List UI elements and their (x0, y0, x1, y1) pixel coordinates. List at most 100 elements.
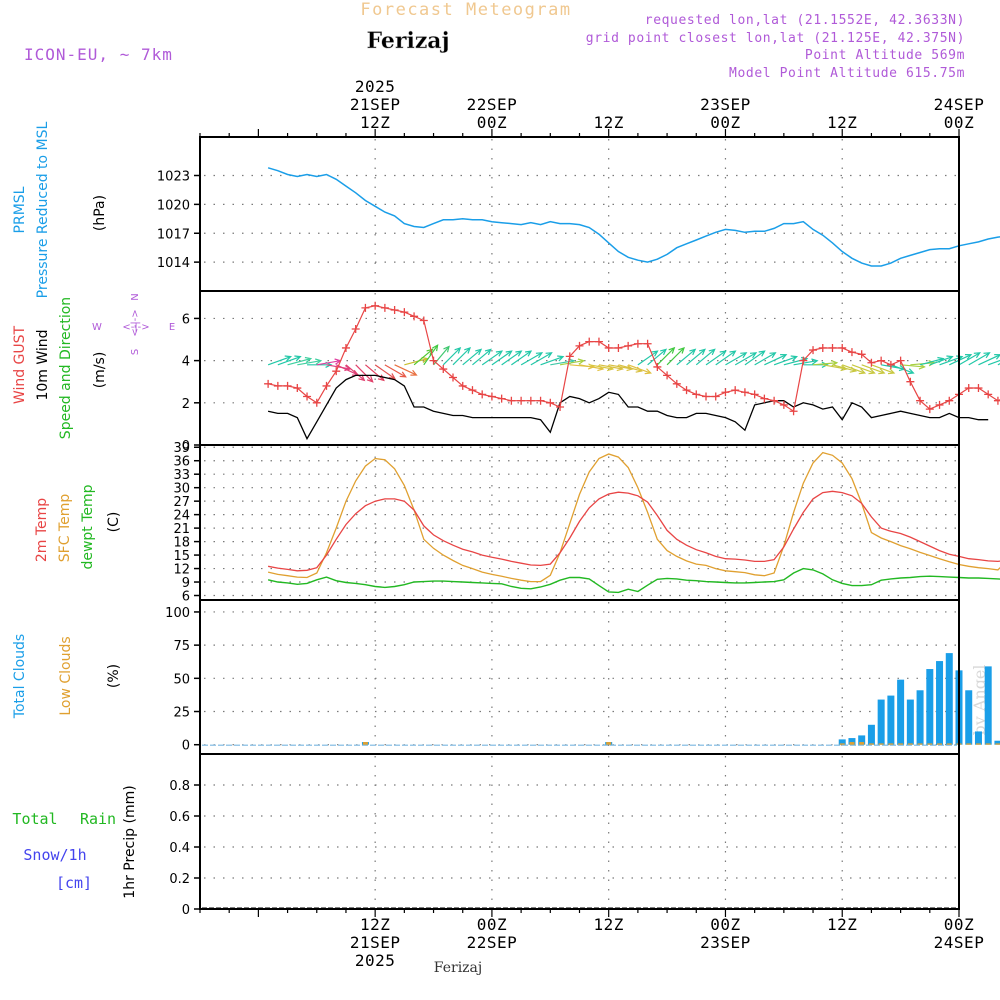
top-time-label: 2025 (355, 77, 396, 96)
total-clouds-bar (974, 731, 982, 745)
low-clouds-bar (878, 743, 884, 745)
pressure-label-msl: Pressure Reduced to MSL (35, 121, 51, 298)
wind-arrow-shaft (647, 348, 667, 366)
clouds-ytick-label: 100 (165, 606, 190, 621)
wind-arrow-shaft (355, 364, 374, 383)
top-time-label: 00Z (944, 113, 974, 132)
temp-ytick-label: 39 (173, 441, 190, 456)
wind-gust-marker (371, 301, 380, 310)
temp-sfc-label: SFC Temp (57, 494, 73, 563)
wind-arrow-shaft (676, 348, 696, 366)
bottom-time-label: 00Z (944, 915, 974, 934)
wind-arrow-shaft (754, 352, 776, 366)
wind-gust-marker (361, 303, 370, 312)
wind-arrow-shaft (365, 364, 385, 381)
wind-gust-marker (925, 405, 934, 414)
wind-arrow-shaft (842, 364, 865, 374)
wind-direction-arrow (725, 352, 748, 366)
wind-arrow-head (495, 350, 504, 357)
wind-gust-marker (857, 350, 866, 359)
wind-gust-marker (672, 379, 681, 388)
low-clouds-bar (888, 743, 894, 745)
low-clouds-bar (898, 743, 904, 745)
wind-arrow-head (769, 352, 777, 359)
wind-gust-marker (935, 400, 944, 409)
wind-arrow-head (399, 371, 407, 378)
wind-gust-marker (536, 396, 545, 405)
wind-arrow-shaft (812, 362, 837, 366)
top-time-label: 23SEP (700, 95, 751, 114)
wind-arrow-head (887, 368, 896, 375)
temp-ytick-label: 24 (173, 509, 190, 524)
wind-arrow-shaft (511, 350, 532, 366)
wind-gust-marker (692, 390, 701, 399)
wind-direction-arrow (559, 358, 586, 366)
total-clouds-bar (936, 661, 944, 745)
wind-direction-arrow (433, 345, 450, 366)
bottom-time-label: 2025 (355, 951, 396, 970)
wind-arrow-shaft (861, 364, 885, 374)
wind-arrow-shaft (978, 354, 1000, 366)
wind-gust-marker (468, 386, 477, 395)
wind-direction-arrow (297, 358, 323, 366)
wind-gust-marker (789, 407, 798, 416)
wind-arrow-shaft (725, 352, 747, 366)
wind-arrow-head (651, 350, 659, 357)
top-time-label: 21SEP (350, 95, 401, 114)
wind-gust-marker (390, 305, 399, 314)
wind-gust-marker (828, 343, 837, 352)
wind-arrow-shaft (374, 364, 396, 380)
wind-arrow-head (907, 368, 915, 375)
wind-arrow-head (964, 354, 973, 360)
wind-arrow-shaft (949, 354, 972, 366)
wind-ytick-label: 4 (182, 355, 190, 370)
wind-direction-arrow (744, 350, 766, 366)
wind-arrow-shaft (589, 364, 613, 370)
pressure-ytick-label: 1023 (157, 170, 190, 185)
wind-gust-marker (585, 337, 594, 346)
wind-direction-arrow (715, 350, 737, 366)
wind-direction-arrow (267, 355, 293, 366)
model-altitude: Model Point Altitude 615.75m (729, 66, 965, 81)
wind-speed-line (267, 374, 989, 441)
low-clouds-bar (859, 742, 865, 745)
wind-direction-arrow (627, 364, 653, 375)
wind-gust-marker (721, 388, 730, 397)
wind-arrow-head (946, 355, 954, 362)
wind-gust-marker (760, 394, 769, 403)
compass-horizontal-arrow: <-|-> (122, 322, 149, 333)
wind-speed-dir-label: Speed and Direction (58, 297, 74, 439)
wind-arrow-shaft (267, 356, 291, 366)
precip-total-label: Total (12, 810, 57, 828)
temp-unit-label: (C) (106, 512, 122, 533)
wind-direction-arrow (656, 346, 676, 366)
wind-arrow-head (475, 348, 483, 356)
bottom-time-label: 23SEP (700, 933, 751, 952)
wind-arrow-shaft (501, 350, 522, 366)
wind-arrow-shaft (734, 352, 757, 366)
pressure-ytick-label: 1020 (157, 198, 190, 213)
wind-direction-arrow (978, 354, 1000, 366)
wind-arrow-shaft (695, 348, 716, 366)
panel-frames (199, 129, 960, 917)
compass-vertical-arrow: <-|-> (130, 309, 141, 336)
total-clouds-bar (926, 669, 934, 745)
wind-arrow-head (749, 352, 758, 359)
wind-direction-arrow (287, 356, 313, 366)
wind-gust-marker (799, 356, 808, 365)
wind-gust-marker (322, 381, 331, 390)
bottom-time-label: 24SEP (934, 933, 985, 952)
wind-arrow-head (698, 348, 706, 356)
top-time-label: 22SEP (467, 95, 518, 114)
wind-gust-marker (896, 356, 905, 365)
wind-arrow-shaft (452, 347, 471, 366)
wind-gust-marker (303, 392, 312, 401)
sfc-temp-line (267, 451, 1000, 583)
wind-gust-marker (429, 356, 438, 365)
wind-arrow-head (729, 350, 737, 357)
wind-gust-marker (526, 396, 535, 405)
wind-arrow-head (973, 352, 982, 359)
temp-ytick-label: 18 (173, 536, 190, 551)
wind-ytick-label: 6 (182, 312, 190, 327)
